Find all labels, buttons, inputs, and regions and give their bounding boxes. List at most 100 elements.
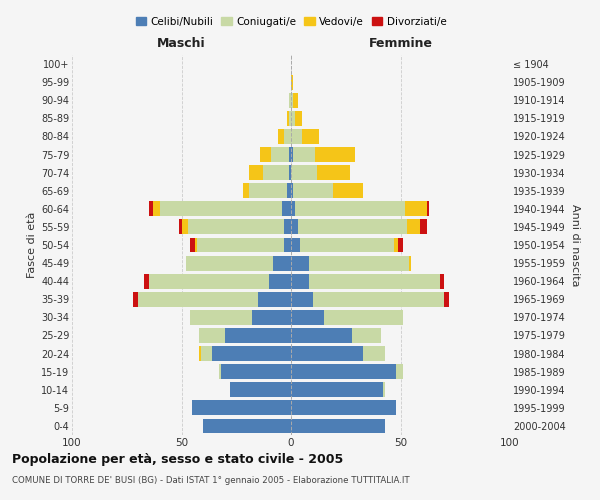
Bar <box>199 346 201 361</box>
Bar <box>149 274 269 288</box>
Bar <box>352 328 381 343</box>
Bar <box>420 220 427 234</box>
Bar <box>383 382 385 397</box>
Bar <box>144 274 149 288</box>
Bar <box>182 220 188 234</box>
Bar <box>394 238 398 252</box>
Bar <box>199 328 226 343</box>
Bar <box>250 165 263 180</box>
Bar <box>291 184 293 198</box>
Bar <box>440 274 444 288</box>
Bar <box>302 129 319 144</box>
Bar <box>284 238 291 252</box>
Bar <box>291 400 396 415</box>
Bar <box>291 346 363 361</box>
Bar <box>194 238 197 252</box>
Bar <box>263 165 289 180</box>
Text: COMUNE DI TORRE DE' BUSI (BG) - Dati ISTAT 1° gennaio 2005 - Elaborazione TUTTIT: COMUNE DI TORRE DE' BUSI (BG) - Dati IST… <box>12 476 410 485</box>
Bar <box>251 310 291 325</box>
Bar <box>219 364 221 379</box>
Bar <box>278 129 284 144</box>
Bar <box>291 165 317 180</box>
Bar <box>203 418 291 434</box>
Bar <box>188 220 284 234</box>
Bar <box>190 238 194 252</box>
Y-axis label: Anni di nascita: Anni di nascita <box>570 204 580 286</box>
Bar <box>295 111 302 126</box>
Bar <box>133 292 137 306</box>
Bar <box>230 382 291 397</box>
Bar <box>243 184 250 198</box>
Bar <box>149 202 153 216</box>
Bar <box>317 165 350 180</box>
Bar <box>315 147 355 162</box>
Bar <box>363 346 385 361</box>
Bar <box>274 256 291 270</box>
Y-axis label: Fasce di età: Fasce di età <box>26 212 37 278</box>
Bar <box>291 238 300 252</box>
Text: Maschi: Maschi <box>157 36 206 50</box>
Bar <box>291 111 295 126</box>
Bar <box>291 129 302 144</box>
Bar <box>212 346 291 361</box>
Bar <box>291 202 295 216</box>
Bar <box>250 184 287 198</box>
Bar <box>291 418 385 434</box>
Legend: Celibi/Nubili, Coniugati/e, Vedovi/e, Divorziati/e: Celibi/Nubili, Coniugati/e, Vedovi/e, Di… <box>131 12 451 31</box>
Bar <box>308 274 440 288</box>
Bar <box>226 328 291 343</box>
Bar <box>291 328 352 343</box>
Bar <box>291 220 298 234</box>
Bar <box>289 147 291 162</box>
Bar <box>201 346 212 361</box>
Bar <box>193 400 291 415</box>
Bar <box>282 202 291 216</box>
Bar <box>398 238 403 252</box>
Bar <box>293 184 332 198</box>
Bar <box>197 238 284 252</box>
Bar <box>291 292 313 306</box>
Bar <box>291 382 383 397</box>
Bar <box>332 184 363 198</box>
Bar <box>287 111 289 126</box>
Bar <box>284 220 291 234</box>
Bar <box>291 274 308 288</box>
Bar <box>313 292 444 306</box>
Bar <box>153 202 160 216</box>
Bar <box>324 310 403 325</box>
Bar <box>260 147 271 162</box>
Bar <box>291 93 293 108</box>
Bar <box>258 292 291 306</box>
Text: Femmine: Femmine <box>368 36 433 50</box>
Bar <box>427 202 429 216</box>
Bar <box>179 220 182 234</box>
Bar <box>160 202 282 216</box>
Bar <box>287 184 291 198</box>
Bar <box>289 93 291 108</box>
Bar <box>409 256 412 270</box>
Bar <box>291 256 308 270</box>
Bar <box>293 93 298 108</box>
Bar <box>291 310 324 325</box>
Bar <box>284 129 291 144</box>
Bar <box>271 147 289 162</box>
Bar <box>291 74 293 90</box>
Bar <box>300 238 394 252</box>
Bar <box>137 292 258 306</box>
Bar <box>221 364 291 379</box>
Bar <box>291 364 396 379</box>
Bar <box>293 147 315 162</box>
Bar <box>308 256 409 270</box>
Bar <box>291 147 293 162</box>
Bar <box>407 220 420 234</box>
Bar <box>190 310 251 325</box>
Bar <box>289 165 291 180</box>
Bar <box>298 220 407 234</box>
Bar <box>396 364 403 379</box>
Bar <box>405 202 427 216</box>
Bar <box>445 292 449 306</box>
Bar <box>289 111 291 126</box>
Text: Popolazione per età, sesso e stato civile - 2005: Popolazione per età, sesso e stato civil… <box>12 452 343 466</box>
Bar <box>186 256 274 270</box>
Bar <box>269 274 291 288</box>
